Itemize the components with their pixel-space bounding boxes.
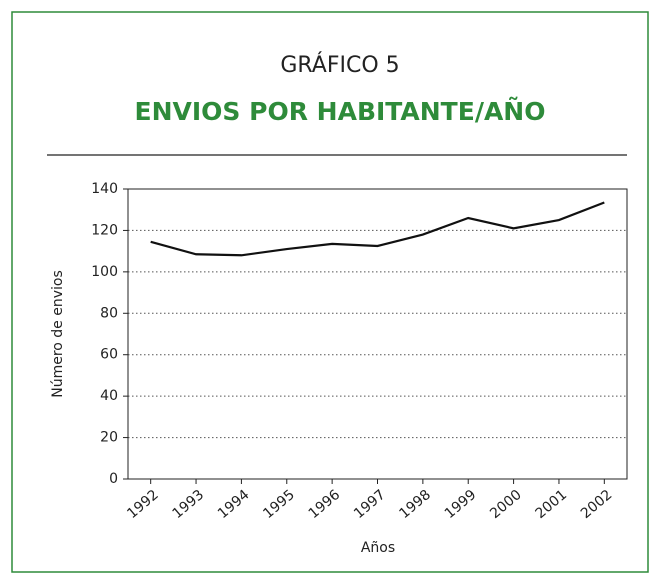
- y-tick-label: 60: [100, 347, 118, 363]
- line: [150, 201, 605, 257]
- x-tick-label: 1992: [124, 487, 162, 522]
- frame: [11, 11, 649, 573]
- x-tick-label: 1993: [170, 487, 208, 522]
- x-tick-label: 2000: [487, 487, 525, 522]
- y-tick-label: 100: [91, 264, 118, 280]
- x-tick-label: 1997: [351, 487, 389, 522]
- x-tick-label: 1996: [306, 487, 344, 522]
- x-tick-label: 1999: [442, 487, 480, 522]
- x-tick-label: 1995: [260, 487, 298, 522]
- y-tick-label: 140: [91, 181, 118, 197]
- plot-frame: [127, 188, 628, 480]
- chart-title: GRÁFICO 5: [280, 52, 399, 78]
- y-tick-label: 0: [109, 471, 118, 487]
- y-tick-label: 120: [91, 222, 118, 238]
- y-tick-label: 20: [100, 430, 118, 446]
- x-tick-label: 1994: [215, 487, 253, 522]
- x-tick-label: 1998: [396, 487, 434, 522]
- chart-subtitle: ENVIOS POR HABITANTE/AÑO: [135, 97, 546, 126]
- y-axis-title: Número de envios: [50, 270, 66, 398]
- y-tick-label: 40: [100, 388, 118, 404]
- y-tick-label: 80: [100, 305, 118, 321]
- x-tick-label: 2001: [533, 487, 571, 522]
- x-tick-label: 2002: [578, 487, 616, 522]
- x-axis-title: Años: [361, 540, 395, 556]
